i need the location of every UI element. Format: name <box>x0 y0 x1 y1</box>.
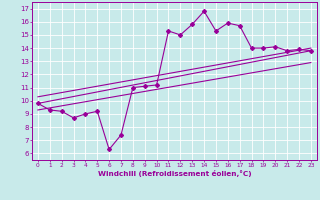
X-axis label: Windchill (Refroidissement éolien,°C): Windchill (Refroidissement éolien,°C) <box>98 170 251 177</box>
